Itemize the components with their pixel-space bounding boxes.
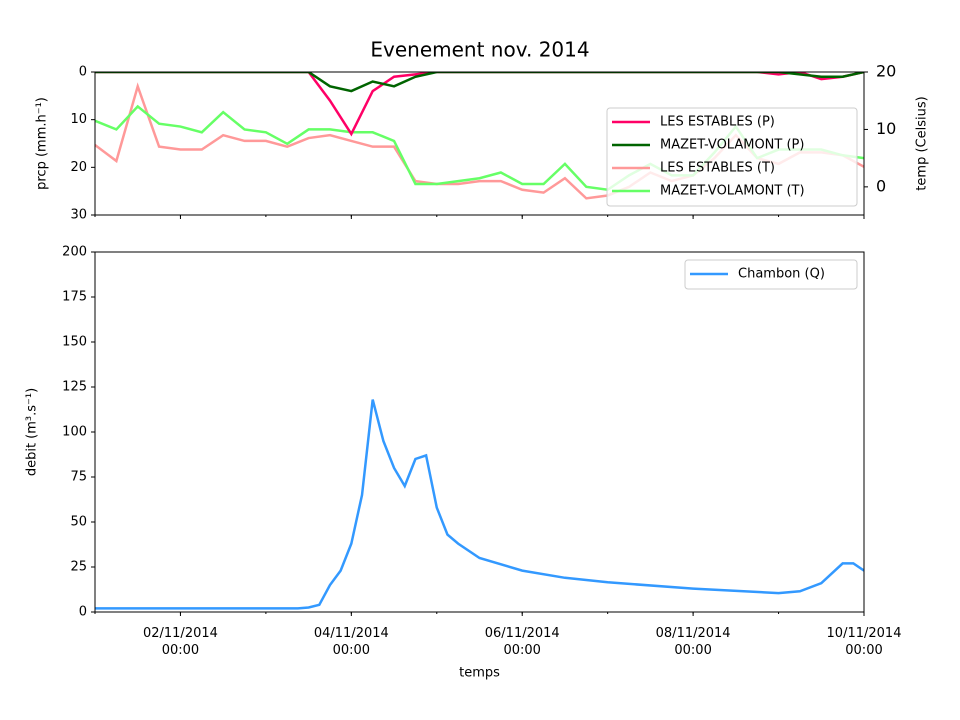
x-axis-label: temps bbox=[459, 666, 500, 681]
x-tick-label: 06/11/2014 00:00 bbox=[485, 626, 560, 658]
x-tick-label-line: 10/11/2014 bbox=[827, 626, 902, 641]
x-tick-label: 10/11/2014 00:00 bbox=[827, 626, 902, 658]
y-tick-label: 125 bbox=[62, 380, 87, 395]
y-tick-label: 75 bbox=[70, 470, 87, 485]
x-tick-label: 04/11/2014 00:00 bbox=[314, 626, 389, 658]
x-tick-label-line: 00:00 bbox=[503, 643, 540, 658]
legend-label: MAZET-VOLAMONT (P) bbox=[660, 138, 804, 153]
x-tick-label-line: 00:00 bbox=[845, 643, 882, 658]
y2-tick-label: 0 bbox=[876, 176, 886, 195]
y-tick-label: 175 bbox=[62, 290, 87, 305]
x-tick-label-line: 04/11/2014 bbox=[314, 626, 389, 641]
x-tick-label-line: 00:00 bbox=[674, 643, 711, 658]
y-axis-label: debit (m³.s⁻¹) bbox=[25, 388, 40, 476]
legend-label: LES ESTABLES (T) bbox=[660, 161, 775, 176]
y-tick-label: 50 bbox=[70, 515, 87, 530]
y-tick-label: 20 bbox=[70, 160, 87, 175]
x-tick-label-line: 00:00 bbox=[333, 643, 370, 658]
x-tick-label-line: 02/11/2014 bbox=[143, 626, 218, 641]
y-tick-label: 150 bbox=[62, 335, 87, 350]
legend-label: Chambon (Q) bbox=[738, 267, 825, 282]
legend-box bbox=[606, 107, 858, 207]
legend-label: MAZET-VOLAMONT (T) bbox=[660, 184, 805, 199]
x-tick-label-line: 06/11/2014 bbox=[485, 626, 560, 641]
y2-axis-label: temp (Celsius) bbox=[915, 96, 930, 190]
x-tick-label-line: 08/11/2014 bbox=[656, 626, 731, 641]
y-tick-label: 100 bbox=[62, 425, 87, 440]
y2-tick-label: 10 bbox=[876, 119, 896, 138]
legend-label: LES ESTABLES (P) bbox=[660, 115, 775, 130]
x-tick-label-line: 00:00 bbox=[162, 643, 199, 658]
y2-tick-label: 20 bbox=[876, 62, 896, 81]
chart-title: Evenement nov. 2014 bbox=[370, 38, 589, 62]
legend-box bbox=[684, 259, 858, 290]
y-tick-label: 0 bbox=[79, 65, 87, 80]
y-axis-label: prcp (mm.h⁻¹) bbox=[35, 97, 50, 190]
x-tick-label: 02/11/2014 00:00 bbox=[143, 626, 218, 658]
y-tick-label: 25 bbox=[70, 560, 87, 575]
series-line bbox=[95, 399, 864, 610]
x-tick-label: 08/11/2014 00:00 bbox=[656, 626, 731, 658]
y-tick-label: 0 bbox=[79, 605, 87, 620]
y-tick-label: 200 bbox=[62, 245, 87, 260]
plot-frame bbox=[94, 71, 865, 216]
y-tick-label: 30 bbox=[70, 208, 87, 223]
plot-frame bbox=[94, 251, 865, 613]
y-tick-label: 10 bbox=[70, 112, 87, 127]
